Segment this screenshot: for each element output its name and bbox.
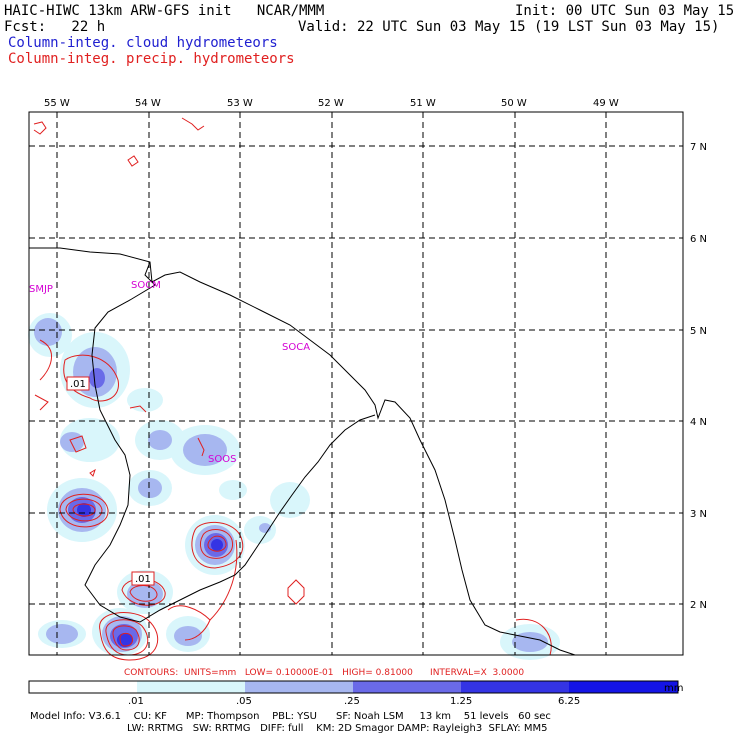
station-soos: SOOS: [208, 454, 236, 465]
lon-label-54w: 54 W: [135, 98, 161, 109]
longitude-labels: 55 W 54 W 53 W 52 W 51 W 50 W 49 W: [44, 98, 619, 109]
colorbar-bin: [245, 681, 353, 693]
contour-labels: .01 .01: [66, 376, 155, 586]
colorbar-bin: [137, 681, 245, 693]
colorbar-tick: 6.25: [558, 696, 580, 707]
contour-label-2: .01: [135, 574, 151, 585]
lat-label-4n: 4 N: [690, 417, 707, 428]
coastlines-borders: [29, 247, 576, 656]
field-precip-label: Column-integ. precip. hydrometeors: [8, 51, 295, 67]
map-frame: [28, 111, 684, 656]
contour-label-1: .01: [70, 379, 86, 390]
colorbar-tick: .05: [236, 696, 252, 707]
contour-info: CONTOURS: UNITS=mm LOW= 0.10000E-01 HIGH…: [124, 668, 525, 678]
latitude-labels: 7 N 6 N 5 N 4 N 3 N 2 N: [690, 142, 707, 611]
colorbar-tick: 1.25: [450, 696, 472, 707]
colorbar-tick: .25: [344, 696, 360, 707]
init-time: Init: 00 UTC Sun 03 May 15: [515, 3, 735, 19]
contour-label-box: [131, 571, 155, 586]
colorbar-bin: [461, 681, 569, 693]
valid-time: Valid: 22 UTC Sun 03 May 15 (19 LST Sun …: [298, 19, 720, 35]
lon-label-53w: 53 W: [227, 98, 253, 109]
colorbar-bin: [569, 681, 678, 693]
colorbar-bin: [29, 681, 137, 693]
field-cloud-label: Column-integ. cloud hydrometeors: [8, 35, 278, 51]
lat-label-7n: 7 N: [690, 142, 707, 153]
lat-label-6n: 6 N: [690, 234, 707, 245]
plot-title: HAIC-HIWC 13km ARW-GFS init NCAR/MMM: [4, 3, 325, 19]
station-labels: SMJP SOCM SOCA SOOS: [29, 280, 310, 465]
colorbar-bin: [353, 681, 461, 693]
cloud-hydrometeor-shading: [28, 313, 560, 660]
lat-label-2n: 2 N: [690, 600, 707, 611]
contour-label-box: [66, 376, 90, 391]
colorbar-tick: .01: [128, 696, 144, 707]
station-soca: SOCA: [282, 342, 310, 353]
lat-lon-grid: [29, 112, 683, 655]
forecast-hour: Fcst: 22 h: [4, 19, 106, 35]
lon-label-49w: 49 W: [593, 98, 619, 109]
model-info-line2: LW: RRTMG SW: RRTMG DIFF: full KM: 2D Sm…: [127, 723, 548, 734]
colorbar: .01 .05 .25 1.25 6.25 mm: [28, 680, 683, 707]
station-socm: SOCM: [131, 280, 161, 291]
model-info-line1: Model Info: V3.6.1 CU: KF MP: Thompson P…: [30, 711, 551, 722]
station-smjp: SMJP: [29, 284, 53, 295]
lon-label-50w: 50 W: [501, 98, 527, 109]
lat-label-5n: 5 N: [690, 326, 707, 337]
lat-label-3n: 3 N: [690, 509, 707, 520]
colorbar-unit: mm: [664, 683, 683, 694]
lon-label-52w: 52 W: [318, 98, 344, 109]
lon-label-55w: 55 W: [44, 98, 70, 109]
lon-label-51w: 51 W: [410, 98, 436, 109]
colorbar-frame: [28, 680, 679, 694]
